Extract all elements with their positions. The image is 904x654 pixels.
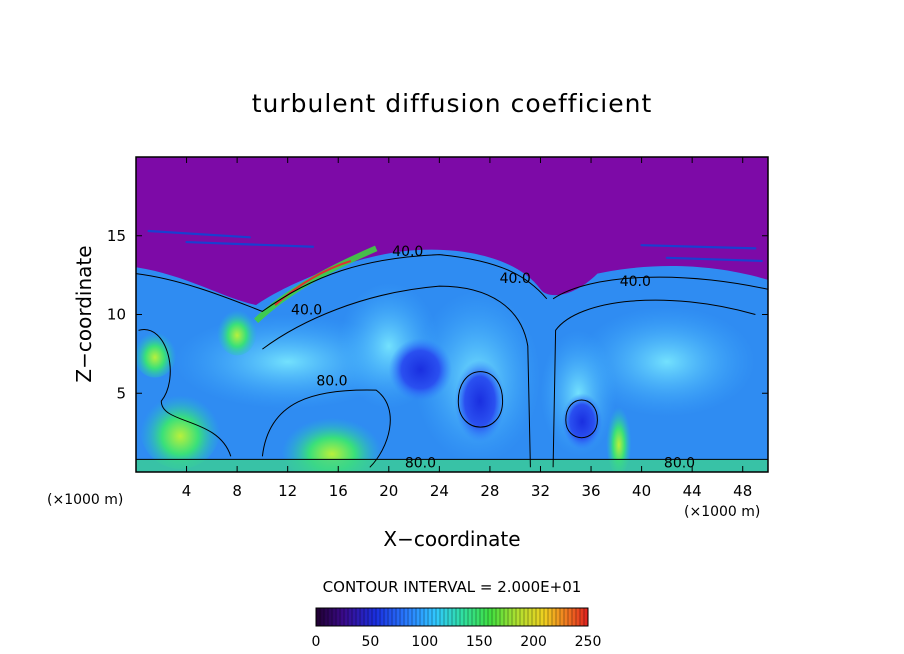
colorbar-stripes xyxy=(319,608,585,626)
x-tick-label: 24 xyxy=(430,482,449,500)
surface-layer xyxy=(136,459,768,472)
contour-line xyxy=(136,254,548,312)
colorbar-tick-label: 250 xyxy=(575,634,602,650)
shear-core xyxy=(274,259,352,306)
x-axis-label: X−coordinate xyxy=(383,527,520,551)
x-tick-label: 4 xyxy=(182,482,192,500)
colorbar-tick-label: 200 xyxy=(520,634,547,650)
contour-labels: 40.0 40.0 40.0 40.0 80.0 80.0 80.0 xyxy=(291,244,695,471)
x-tick-label: 40 xyxy=(632,482,651,500)
x-tick-label: 8 xyxy=(232,482,242,500)
high-diffusion-zone xyxy=(281,410,383,472)
streak xyxy=(185,240,315,248)
contour-line xyxy=(138,329,232,457)
high-diffusion-zone xyxy=(216,305,258,356)
y-tick-label: 10 xyxy=(107,306,126,324)
contour-line xyxy=(565,399,598,438)
x-axis-unit: (×1000 m) xyxy=(684,504,760,520)
vortex-core xyxy=(561,393,603,450)
high-diffusion-zone xyxy=(139,386,221,469)
colorbar-tick-label: 0 xyxy=(312,634,321,650)
contour-line xyxy=(552,299,756,468)
contour-label: 80.0 xyxy=(405,455,436,471)
contour-label: 80.0 xyxy=(664,455,695,471)
x-tick-label: 36 xyxy=(581,482,600,500)
contour-label: 40.0 xyxy=(291,303,322,319)
vortex-core xyxy=(454,360,506,443)
contour-line xyxy=(457,371,504,428)
colorbar-tick-label: 150 xyxy=(466,634,493,650)
colorbar: 0 50 100 150 200 250 xyxy=(312,607,602,650)
contour-label: 40.0 xyxy=(392,244,423,260)
streak xyxy=(640,244,757,250)
plot-area xyxy=(135,156,769,473)
colorbar-ticks: 0 50 100 150 200 250 xyxy=(312,634,602,650)
x-tick-label: 20 xyxy=(379,482,398,500)
x-tick-label: 16 xyxy=(329,482,348,500)
high-diffusion-zone xyxy=(606,399,632,472)
contour-label: 80.0 xyxy=(316,373,347,389)
high-diffusion-zone xyxy=(136,327,177,378)
contour-line xyxy=(262,285,531,468)
colorbar-tick-label: 100 xyxy=(411,634,438,650)
stable-layer xyxy=(136,157,768,305)
x-tick-label: 48 xyxy=(733,482,752,500)
streak xyxy=(665,256,763,263)
swirl xyxy=(578,306,756,417)
diffusion-field xyxy=(136,157,768,472)
x-tick-label: 28 xyxy=(480,482,499,500)
vortex-core xyxy=(388,338,452,402)
y-axis-label: Z−coordinate xyxy=(72,245,96,382)
x-tick-label: 32 xyxy=(531,482,550,500)
contour-interval-text: CONTOUR INTERVAL = 2.000E+01 xyxy=(323,578,582,596)
y-axis-ticks: 5 10 15 xyxy=(107,227,768,402)
colorbar-tick-label: 50 xyxy=(361,634,379,650)
x-tick-label: 44 xyxy=(683,482,702,500)
x-tick-label: 12 xyxy=(278,482,297,500)
x-axis-ticks: 4 8 12 16 20 24 28 32 36 40 44 48 xyxy=(182,157,752,500)
shear-band xyxy=(254,245,378,323)
contour-line xyxy=(552,276,768,300)
contour-line xyxy=(261,389,391,468)
y-tick-label: 15 xyxy=(107,227,126,245)
contour-label: 40.0 xyxy=(620,274,651,290)
chart-title: turbulent diffusion coefficient xyxy=(252,89,653,118)
streak xyxy=(147,229,251,239)
contour-label: 40.0 xyxy=(500,271,531,287)
y-axis-unit: (×1000 m) xyxy=(47,492,123,508)
y-tick-label: 5 xyxy=(116,384,126,402)
